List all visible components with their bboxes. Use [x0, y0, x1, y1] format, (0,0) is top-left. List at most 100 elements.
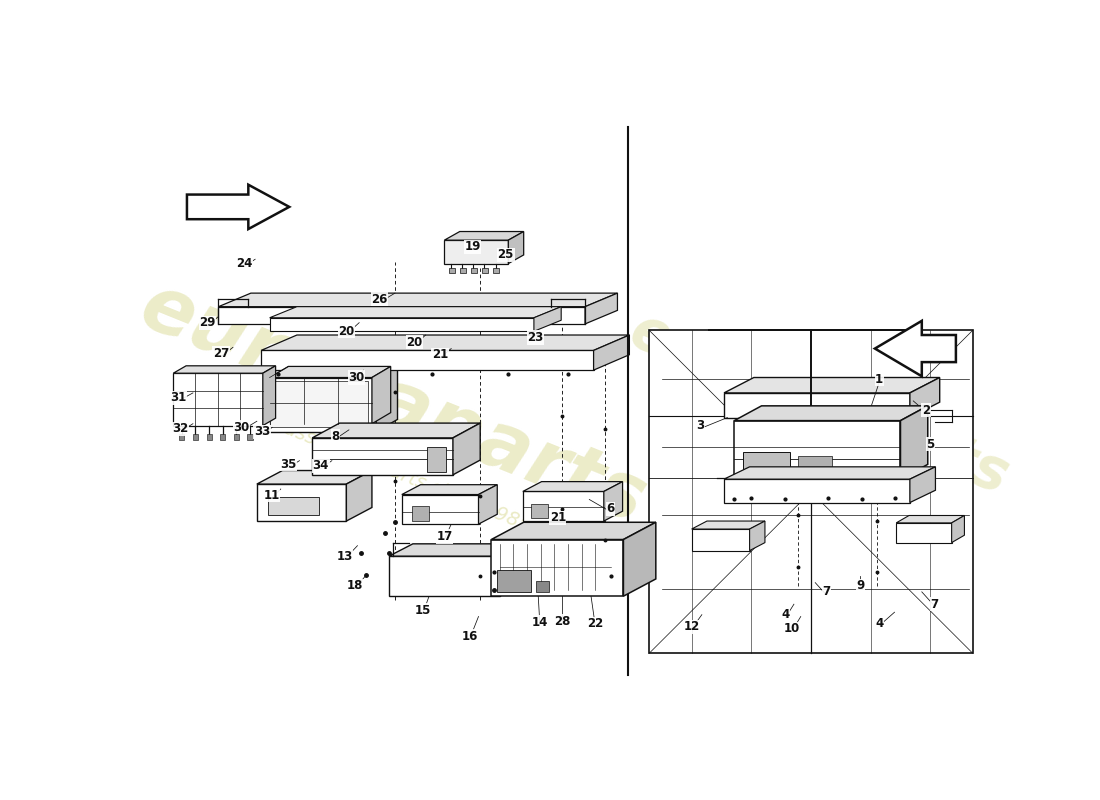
Polygon shape	[389, 556, 499, 596]
Bar	[482, 269, 488, 274]
Polygon shape	[261, 364, 397, 376]
Bar	[412, 506, 429, 521]
Polygon shape	[522, 491, 604, 521]
Text: 17: 17	[437, 530, 452, 543]
Polygon shape	[896, 515, 965, 523]
Polygon shape	[376, 364, 397, 432]
Polygon shape	[270, 378, 372, 424]
Polygon shape	[174, 366, 276, 373]
Text: europaparts: europaparts	[621, 302, 1018, 506]
Polygon shape	[372, 366, 390, 424]
Text: 25: 25	[497, 249, 514, 262]
Polygon shape	[389, 544, 524, 556]
Polygon shape	[585, 293, 617, 324]
Polygon shape	[874, 321, 956, 376]
Polygon shape	[749, 521, 764, 550]
Bar	[471, 269, 476, 274]
Text: 19: 19	[464, 241, 481, 254]
Text: 6: 6	[606, 502, 615, 515]
Polygon shape	[402, 485, 497, 494]
Polygon shape	[692, 529, 749, 550]
Polygon shape	[219, 306, 585, 324]
Polygon shape	[492, 539, 624, 596]
Polygon shape	[724, 479, 910, 502]
Text: 4: 4	[781, 608, 790, 621]
Text: 15: 15	[415, 604, 431, 617]
Polygon shape	[219, 293, 617, 306]
Polygon shape	[312, 423, 481, 438]
Text: 2: 2	[922, 404, 931, 417]
Text: 7: 7	[823, 586, 830, 598]
Text: 26: 26	[372, 293, 388, 306]
Bar	[220, 434, 225, 440]
Bar	[742, 452, 790, 477]
Bar	[207, 434, 211, 440]
Bar	[449, 269, 454, 274]
Text: 16: 16	[462, 630, 478, 642]
Polygon shape	[444, 240, 508, 263]
Polygon shape	[724, 393, 910, 418]
Text: 35: 35	[280, 458, 297, 471]
Text: 3: 3	[696, 419, 704, 432]
Text: 33: 33	[254, 426, 271, 438]
Polygon shape	[270, 366, 390, 378]
Polygon shape	[624, 522, 656, 596]
Polygon shape	[896, 523, 951, 542]
Text: 30: 30	[233, 421, 250, 434]
Polygon shape	[261, 376, 376, 432]
Bar	[192, 434, 198, 440]
Polygon shape	[735, 406, 927, 421]
Text: 23: 23	[528, 331, 543, 344]
Bar	[248, 434, 253, 440]
Text: 22: 22	[587, 618, 604, 630]
Bar	[497, 570, 531, 592]
Polygon shape	[270, 381, 367, 427]
Polygon shape	[724, 378, 939, 393]
Text: 28: 28	[554, 615, 570, 628]
Polygon shape	[257, 470, 372, 484]
Text: 27: 27	[213, 347, 229, 360]
Polygon shape	[187, 185, 289, 229]
Polygon shape	[508, 231, 524, 263]
Polygon shape	[270, 306, 561, 318]
Polygon shape	[594, 335, 629, 370]
Polygon shape	[312, 438, 453, 475]
Polygon shape	[724, 467, 935, 479]
Polygon shape	[692, 521, 764, 529]
Text: 24: 24	[235, 257, 252, 270]
Text: 34: 34	[312, 459, 329, 472]
Bar	[427, 447, 447, 472]
Polygon shape	[952, 515, 965, 542]
Text: 13: 13	[337, 550, 353, 562]
Polygon shape	[261, 335, 629, 350]
Text: 9: 9	[856, 579, 865, 592]
Polygon shape	[257, 484, 346, 521]
Bar	[493, 269, 499, 274]
Polygon shape	[604, 482, 623, 521]
Text: 30: 30	[349, 371, 365, 384]
Text: 5: 5	[926, 438, 935, 450]
Text: europaparts: europaparts	[130, 268, 657, 540]
Polygon shape	[492, 522, 656, 539]
Polygon shape	[261, 350, 594, 370]
Polygon shape	[901, 406, 927, 479]
Polygon shape	[453, 423, 481, 475]
Polygon shape	[346, 470, 372, 521]
Text: 1: 1	[876, 373, 883, 386]
Text: 10: 10	[784, 622, 801, 635]
Bar	[179, 434, 185, 440]
Text: 29: 29	[199, 316, 216, 329]
Polygon shape	[649, 330, 972, 654]
Text: 8: 8	[331, 430, 340, 442]
Text: 21: 21	[550, 511, 565, 525]
Bar	[268, 497, 319, 515]
Bar	[537, 581, 549, 592]
Polygon shape	[534, 306, 561, 331]
Text: 12: 12	[683, 621, 700, 634]
Polygon shape	[910, 378, 939, 418]
Text: 14: 14	[531, 615, 548, 629]
Text: 20: 20	[338, 325, 354, 338]
Bar	[460, 269, 465, 274]
Text: a passion for parts since 1985: a passion for parts since 1985	[253, 408, 534, 536]
Polygon shape	[735, 421, 901, 479]
